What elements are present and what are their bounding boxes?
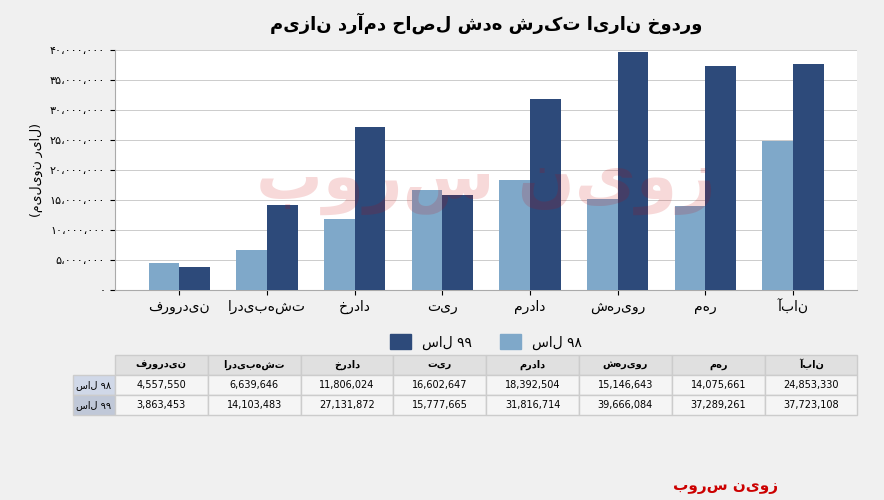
Title: میزان درآمد حاصل شده شرکت ایران خودرو: میزان درآمد حاصل شده شرکت ایران خودرو — [270, 12, 703, 34]
Legend: سال ۹۹, سال ۹۸: سال ۹۹, سال ۹۸ — [385, 329, 588, 355]
Bar — [618, 52, 648, 290]
Y-axis label: (میلیون ریال): (میلیون ریال) — [30, 123, 43, 217]
Bar — [149, 262, 179, 290]
Bar — [267, 206, 298, 290]
Bar — [793, 64, 824, 290]
Bar — [442, 196, 473, 290]
Bar — [179, 267, 210, 290]
Bar — [762, 141, 793, 290]
Bar — [674, 206, 705, 290]
Bar — [587, 199, 618, 290]
Text: بورس نیوز: بورس نیوز — [256, 149, 716, 215]
Bar — [705, 66, 736, 290]
Bar — [324, 219, 354, 290]
Bar — [499, 180, 530, 290]
Bar — [412, 190, 442, 290]
Bar — [530, 99, 560, 290]
Bar — [236, 250, 267, 290]
Text: بورس نیوز: بورس نیوز — [673, 479, 778, 494]
Bar — [354, 127, 385, 290]
